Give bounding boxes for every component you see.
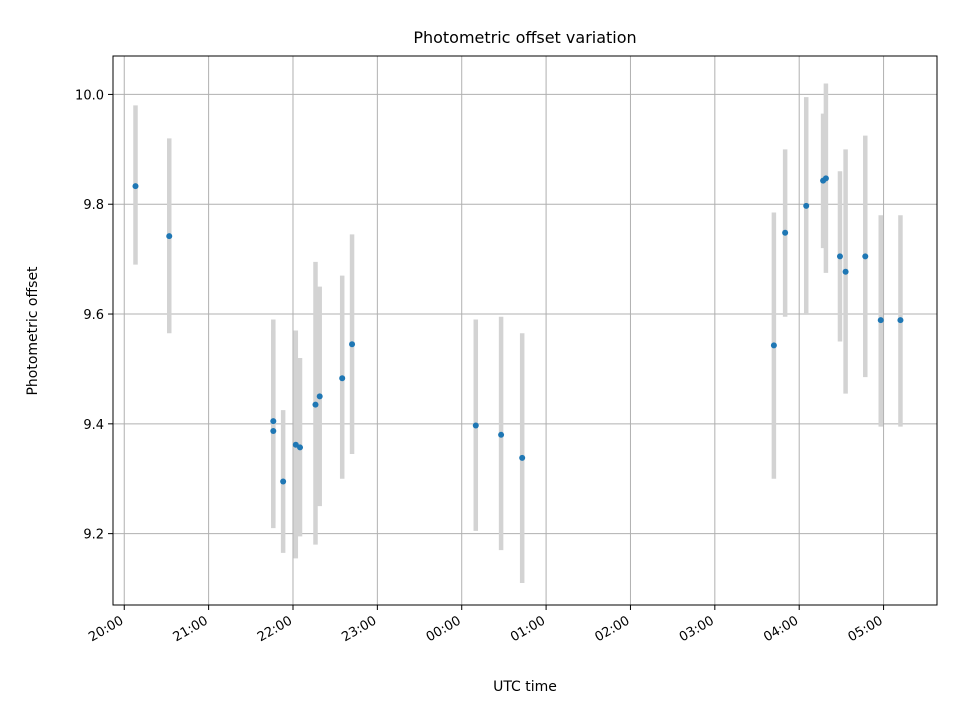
plot-frame	[112, 55, 938, 606]
y-tick-label: 9.2	[83, 528, 104, 543]
x-tick-label: 03:00	[677, 613, 717, 645]
data-point	[498, 431, 505, 438]
data-point	[770, 342, 777, 349]
y-tick-label: 9.4	[83, 418, 104, 433]
y-axis-label: Photometric offset	[25, 266, 41, 396]
data-point	[166, 233, 173, 240]
x-tick-label: 23:00	[339, 613, 379, 645]
data-point	[877, 317, 884, 324]
data-points	[132, 175, 904, 485]
y-tick-label: 10.0	[75, 88, 104, 103]
y-tick-label: 9.6	[83, 308, 104, 323]
data-point	[132, 183, 139, 190]
grid	[113, 56, 937, 605]
data-point	[519, 454, 526, 461]
x-tick-label: 05:00	[846, 613, 886, 645]
data-point	[836, 253, 843, 260]
y-axis: 9.2 9.4 9.6 9.8 10.0	[75, 88, 113, 543]
x-axis-label: UTC time	[493, 679, 557, 695]
data-point	[842, 268, 849, 275]
data-point	[862, 253, 869, 260]
data-point	[312, 401, 319, 408]
y-tick-label: 9.8	[83, 198, 104, 213]
x-tick-label: 01:00	[508, 613, 548, 645]
data-point	[822, 175, 829, 182]
x-tick-label: 20:00	[86, 613, 126, 645]
data-point	[349, 341, 356, 348]
chart-title: Photometric offset variation	[413, 28, 636, 47]
x-axis: 20:00 21:00 22:00 23:00 00:00 01:00 02:00 03:00…	[86, 605, 886, 645]
data-point	[897, 317, 904, 324]
data-point	[280, 478, 287, 485]
data-point	[270, 427, 277, 434]
x-tick-label: 21:00	[171, 613, 211, 645]
x-tick-label: 00:00	[424, 613, 464, 645]
x-tick-label: 22:00	[255, 613, 295, 645]
data-point	[803, 202, 810, 209]
data-point	[339, 375, 346, 382]
data-point	[316, 393, 323, 400]
data-point	[270, 418, 277, 425]
data-point	[472, 422, 479, 429]
data-point	[297, 444, 304, 451]
x-tick-label: 02:00	[593, 613, 633, 645]
x-tick-label: 04:00	[761, 613, 801, 645]
error-bars	[133, 83, 903, 584]
data-point	[782, 229, 789, 236]
